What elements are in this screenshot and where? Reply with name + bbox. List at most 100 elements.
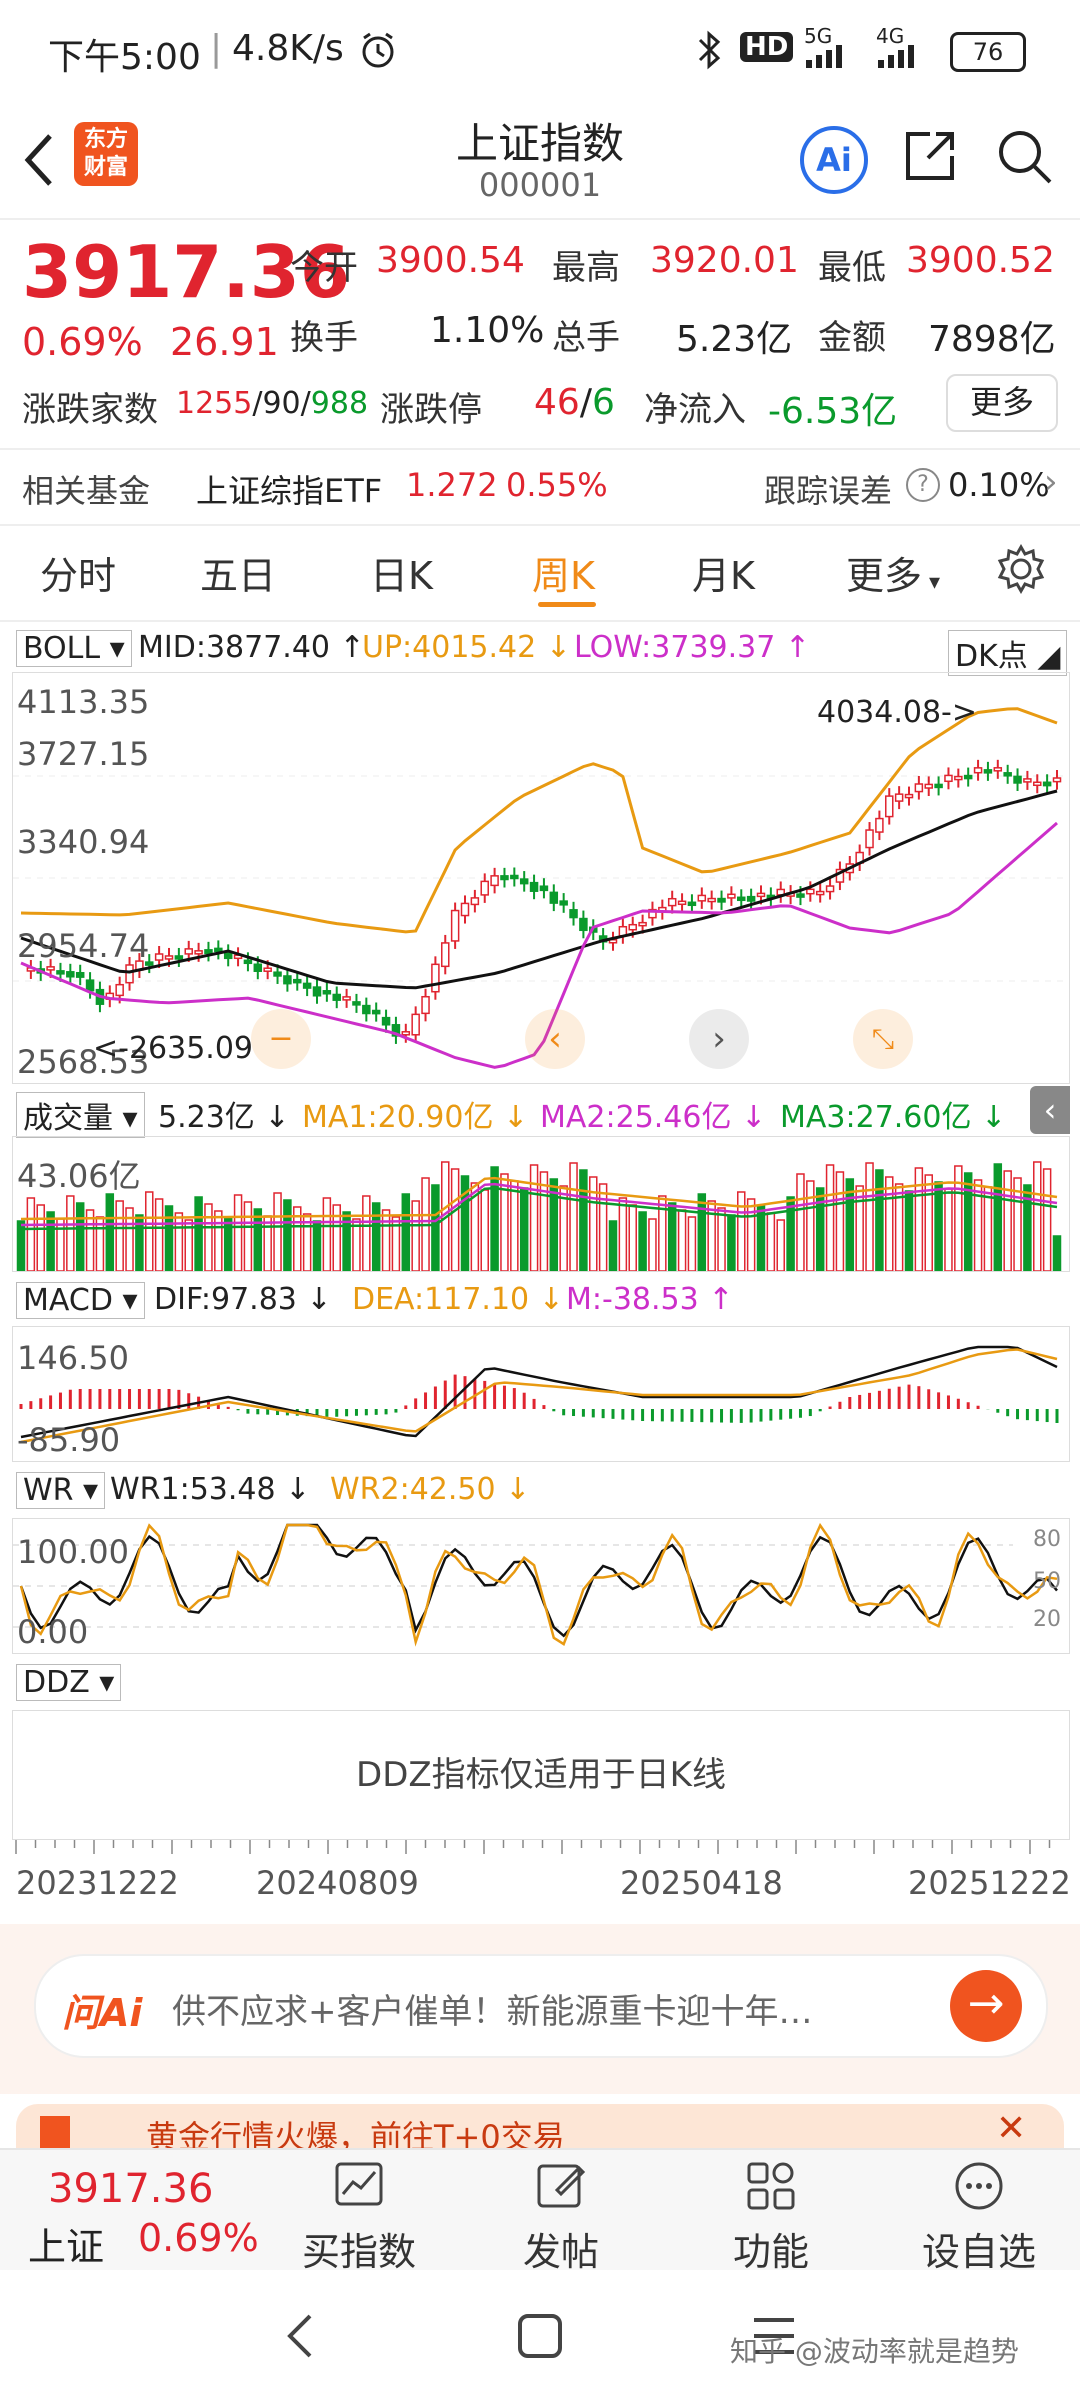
volume-bar (36, 1204, 45, 1272)
divider (0, 620, 1080, 622)
macd-dif: DIF:97.83 ↓ (154, 1282, 332, 1317)
candle-body (924, 783, 933, 789)
functions-button[interactable]: 功能 (696, 2160, 846, 2276)
nav-home-icon[interactable] (514, 2310, 566, 2362)
more-quote-button[interactable]: 更多 (946, 374, 1058, 432)
candle-body (362, 1004, 371, 1015)
candle-body (914, 783, 924, 793)
wr-indicator-select[interactable]: WR ▾ (16, 1472, 106, 1509)
date-label-4: 20251222 (908, 1864, 1071, 1902)
zoom-out-button[interactable]: − (251, 1009, 311, 1069)
volume-bar (233, 1194, 243, 1272)
candle-body (648, 908, 657, 919)
tab-weekly-k[interactable]: 周K (532, 554, 595, 598)
date-label-2: 20240809 (256, 1864, 419, 1902)
search-icon[interactable] (994, 126, 1054, 186)
candle-body (283, 975, 292, 985)
candle-body (865, 829, 874, 849)
promo-banner[interactable]: 黄金行情火爆，前往T+0交易 ✕ (16, 2104, 1064, 2148)
collapse-panel-button[interactable]: ‹ (1030, 1086, 1070, 1134)
volume-bar (618, 1197, 628, 1272)
settings-gear-icon[interactable] (996, 544, 1046, 594)
kline-chart[interactable]: 4113.35 3727.15 3340.94 2954.74 2568.53 … (12, 672, 1070, 1084)
ai-go-arrow-icon[interactable]: → (950, 1970, 1022, 2042)
back-icon[interactable] (20, 130, 60, 190)
candle-body (983, 769, 993, 774)
volume-ma3-line (20, 1186, 1058, 1231)
post-button[interactable]: 发帖 (486, 2160, 636, 2276)
volume-bar (727, 1214, 736, 1272)
volume-bar (835, 1171, 845, 1272)
candle-body (677, 900, 687, 906)
mini-price: 3917.36 (48, 2166, 214, 2212)
volume-bar (855, 1185, 864, 1272)
netflow-label: 净流入 (644, 390, 746, 430)
volume-bar (401, 1193, 411, 1272)
volume-bar (66, 1195, 75, 1272)
close-icon[interactable]: ✕ (996, 2108, 1027, 2148)
candle-body (174, 955, 184, 960)
volume-bar (638, 1211, 647, 1272)
volume-ma2: MA2:25.46亿 ↓ (540, 1100, 767, 1135)
dk-point-select[interactable]: DK点 ◢ (948, 630, 1068, 676)
wr1-line (19, 1523, 1058, 1638)
tab-more[interactable]: 更多 ▾ (846, 554, 941, 598)
wr2: WR2:42.50 ↓ (330, 1472, 531, 1507)
min-annotation: <-2635.09 (93, 1031, 254, 1066)
index-quote-mini[interactable]: 3917.36 上证 0.69% (28, 2162, 278, 2269)
volume-bar (381, 1209, 391, 1272)
candle-body (391, 1024, 401, 1037)
candle-body (529, 881, 539, 892)
candle-body (460, 902, 470, 917)
share-icon[interactable] (900, 126, 960, 186)
volume-bar (519, 1187, 529, 1272)
candle-body (667, 897, 677, 907)
fund-name: 上证综指ETF (196, 472, 383, 510)
candle-body (194, 950, 203, 955)
volume-ma3: MA3:27.60亿 ↓ (780, 1100, 1007, 1135)
boll-indicator-select[interactable]: BOLL ▾ (16, 630, 132, 667)
page-title: 上证指数 (455, 119, 624, 168)
add-watchlist-button[interactable]: 设自选 (904, 2160, 1054, 2276)
ddz-indicator-select[interactable]: DDZ ▾ (16, 1664, 122, 1701)
macd-chart[interactable]: 146.50 -85.90 (12, 1326, 1070, 1462)
volume-bar (312, 1220, 322, 1272)
candle-body (1013, 775, 1022, 784)
tab-daily-k[interactable]: 日K (370, 554, 433, 598)
volume-bar (687, 1216, 697, 1272)
low-label: 最低 (818, 248, 886, 288)
volume-bar (717, 1207, 726, 1272)
nav-back-icon[interactable] (280, 2308, 320, 2364)
wr2-line (19, 1522, 1058, 1647)
volume-chart[interactable]: 43.06亿 (12, 1136, 1070, 1272)
tab-five-day[interactable]: 五日 (200, 554, 277, 598)
boll-low: LOW:3739.37 ↑ (574, 630, 811, 665)
volume-indicator-select[interactable]: 成交量 ▾ (16, 1092, 145, 1138)
candle-body (796, 893, 805, 898)
tab-monthly-k[interactable]: 月K (692, 554, 755, 598)
ai-assistant-button[interactable]: Ai (800, 126, 868, 194)
volume-bar (806, 1180, 815, 1272)
buy-index-button[interactable]: 买指数 (284, 2160, 434, 2276)
net-4g: 4G (876, 24, 905, 48)
wr-chart[interactable]: 100.00 0.00 80 50 20 (12, 1518, 1070, 1654)
volume-bar (164, 1205, 174, 1272)
candle-body (815, 890, 825, 896)
ai-query-bar[interactable]: 问Ai 供不应求+客户催单！新能源重卡迎十年… → (34, 1954, 1048, 2058)
scroll-right-button[interactable]: › (689, 1009, 749, 1069)
fullscreen-icon[interactable]: ⤡ (853, 1009, 913, 1069)
volume-bar (362, 1195, 371, 1272)
volume-ma1-line (20, 1176, 1058, 1221)
nav-menu-icon[interactable] (748, 2310, 800, 2362)
candle-body (381, 1016, 391, 1026)
help-icon[interactable]: ? (906, 468, 940, 502)
related-fund-row[interactable]: 相关基金 上证综指ETF 1.272 0.55% 跟踪误差 ? 0.10% › (0, 450, 1080, 524)
scroll-left-button[interactable]: ‹ (525, 1009, 585, 1069)
volume-bar (875, 1169, 884, 1272)
volume-bar (815, 1187, 825, 1272)
candle-body (322, 990, 332, 995)
more-dots-icon (955, 2162, 1003, 2210)
macd-indicator-select[interactable]: MACD ▾ (16, 1282, 145, 1319)
status-time: 下午5:00 (48, 37, 201, 78)
tab-intraday[interactable]: 分时 (40, 554, 117, 598)
